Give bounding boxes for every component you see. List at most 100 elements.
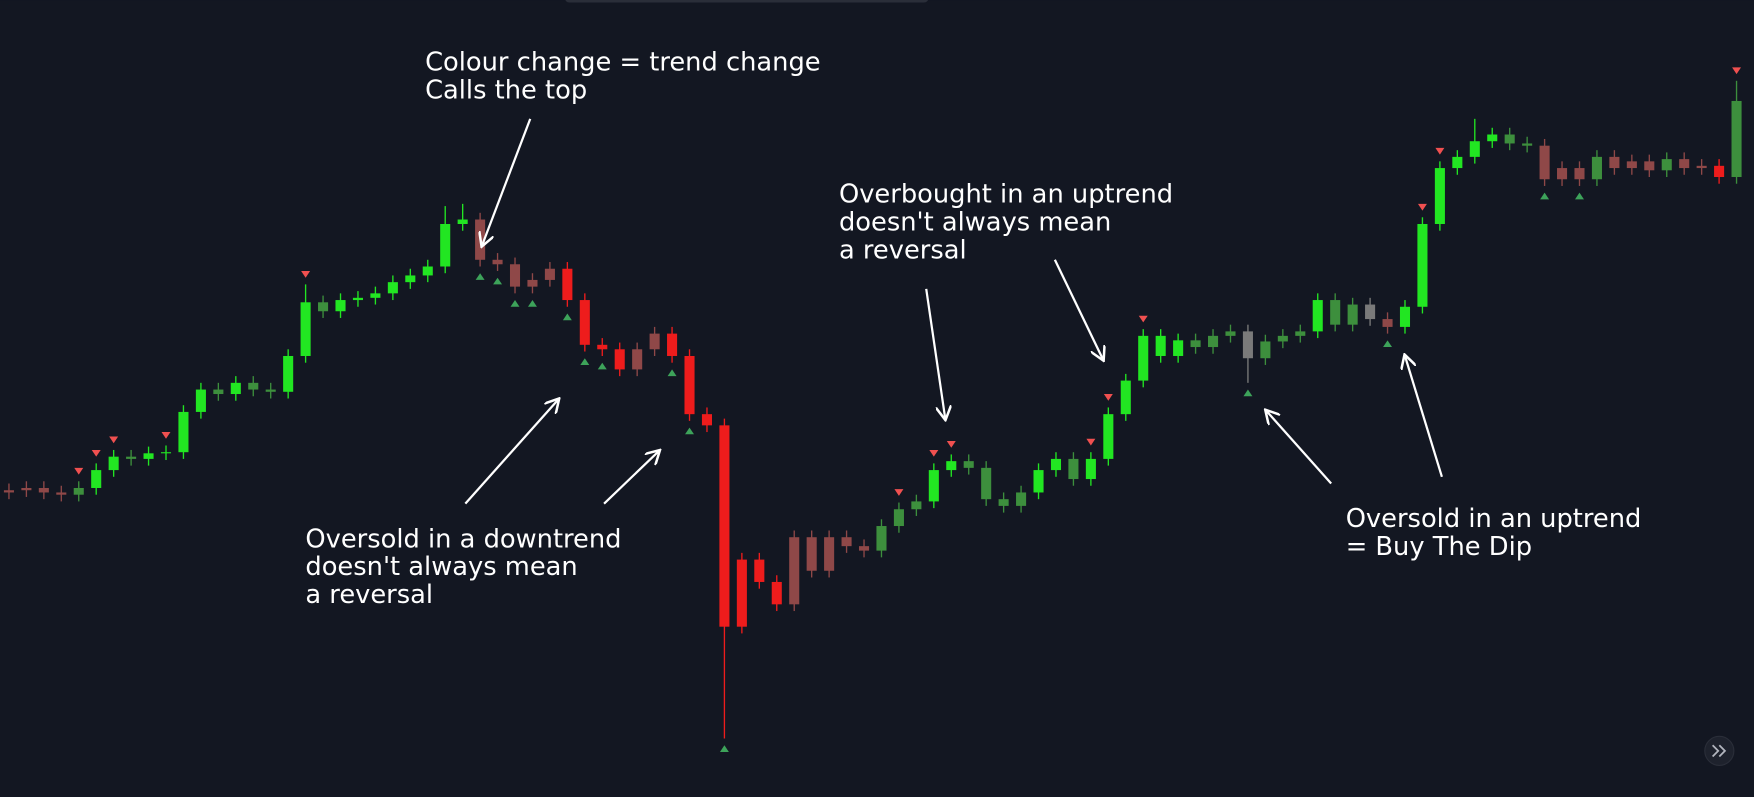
candle-body xyxy=(56,492,67,495)
candle-body xyxy=(1452,156,1463,169)
candle-body xyxy=(1434,168,1445,224)
annotation-line: doesn't always mean xyxy=(305,552,577,582)
annotation: Colour change = trend change Calls the t… xyxy=(425,48,821,246)
candle-body xyxy=(1487,134,1498,142)
annotation-line: Colour change = trend change xyxy=(425,48,821,78)
candle-body xyxy=(1277,335,1288,342)
candle-body xyxy=(1731,100,1742,178)
candle-body xyxy=(1661,159,1672,171)
candle-body xyxy=(789,537,800,605)
candle-body xyxy=(1382,319,1393,327)
buy-signal xyxy=(597,362,607,370)
candle-body xyxy=(248,382,259,390)
candle-body xyxy=(1417,223,1428,307)
candle-body xyxy=(143,453,154,459)
candle-body xyxy=(1120,380,1131,415)
buy-signal xyxy=(685,427,694,435)
arrow xyxy=(482,118,532,245)
arrow xyxy=(1405,356,1443,478)
buy-signal xyxy=(493,277,503,285)
candle-body xyxy=(195,389,206,412)
candle-body xyxy=(1365,304,1376,320)
candle-body xyxy=(1260,341,1271,359)
candle-body xyxy=(1295,331,1306,336)
candle-body xyxy=(352,297,363,301)
candle-body xyxy=(719,425,730,627)
candle-body xyxy=(1085,458,1096,480)
candle-body xyxy=(440,223,451,267)
sell-signal xyxy=(161,432,171,439)
candle-body xyxy=(1522,143,1533,146)
candle-body xyxy=(806,537,817,571)
candle-body xyxy=(824,537,835,571)
candle-body xyxy=(1644,161,1655,171)
candle-body xyxy=(527,279,538,287)
candle-body xyxy=(1173,340,1184,356)
expand-button[interactable] xyxy=(1704,735,1735,766)
arrow xyxy=(464,400,558,505)
candle-body xyxy=(1103,414,1114,459)
buy-signal xyxy=(1575,192,1584,200)
candle-body xyxy=(230,382,241,395)
candle-body xyxy=(928,470,939,502)
arrow xyxy=(1266,411,1332,485)
arrow xyxy=(1053,259,1103,360)
arrow xyxy=(925,288,945,419)
candle-body xyxy=(318,302,329,312)
candle-body xyxy=(963,461,974,468)
candle-body xyxy=(1539,145,1550,180)
candle-body xyxy=(1557,168,1568,180)
sell-signal xyxy=(894,489,904,496)
candle-body xyxy=(1242,331,1253,359)
candle-body xyxy=(1469,141,1480,157)
sell-signal xyxy=(1732,67,1742,75)
candle-body xyxy=(283,355,294,392)
annotation-line: doesn't always mean xyxy=(839,208,1111,238)
candle-body xyxy=(1068,458,1079,480)
candle-body xyxy=(1225,331,1236,336)
candle-body xyxy=(1347,304,1358,325)
annotation: Oversold in a downtrend doesn't always m… xyxy=(305,400,658,610)
candle-body xyxy=(1504,134,1515,144)
candle-body xyxy=(701,414,713,426)
buy-signal xyxy=(527,300,537,307)
candle-body xyxy=(265,389,276,392)
candle-body xyxy=(160,452,172,454)
annotation-line: a reversal xyxy=(305,580,433,610)
candle-body xyxy=(1399,306,1411,327)
candle-body xyxy=(3,490,14,493)
candle-body xyxy=(370,293,381,298)
annotation: Overbought in an uptrend doesn't always … xyxy=(839,180,1173,419)
candle-body xyxy=(981,467,992,500)
annotation-line: Overbought in an uptrend xyxy=(839,180,1173,210)
candle-body xyxy=(684,355,695,415)
candle-body xyxy=(1208,335,1219,348)
candle-body xyxy=(21,487,32,491)
candle-body xyxy=(492,259,503,265)
annotation-line: Oversold in a downtrend xyxy=(305,524,621,554)
buy-signal xyxy=(510,300,520,307)
candle-body xyxy=(911,501,922,510)
sell-signal xyxy=(1103,394,1113,401)
sell-signal xyxy=(91,449,101,457)
candle-body xyxy=(946,461,957,471)
buy-signal xyxy=(1383,340,1393,348)
candle-body xyxy=(1138,335,1149,381)
sell-signal xyxy=(109,436,119,444)
candle-body xyxy=(1050,458,1062,471)
candle-body xyxy=(1574,168,1585,180)
candle-body xyxy=(736,559,747,627)
annotation-line: Oversold in an uptrend xyxy=(1346,504,1642,534)
candle-body xyxy=(667,333,678,356)
candle-body xyxy=(1190,340,1201,348)
buy-signal xyxy=(562,313,572,321)
candle-body xyxy=(614,349,625,370)
candle-body xyxy=(858,546,870,551)
candle-body xyxy=(38,487,49,493)
top-bar xyxy=(565,0,929,3)
candle-body xyxy=(1626,161,1637,169)
candle-body xyxy=(422,266,433,276)
candle-body xyxy=(1714,165,1725,178)
candle-body xyxy=(579,300,590,345)
candle-body xyxy=(632,349,643,370)
